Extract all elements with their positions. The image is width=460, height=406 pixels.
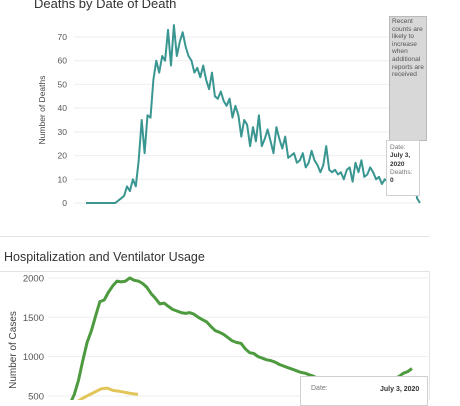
chart2-ytick-label: 500 xyxy=(28,392,44,401)
tooltip2-date-value: July 3, 2020 xyxy=(380,386,420,393)
deaths-tooltip: Date: July 3, 2020 Deaths: 0 xyxy=(386,140,420,196)
chart1-ytick-label: 70 xyxy=(58,32,68,42)
chart1-ytick-label: 10 xyxy=(58,174,68,184)
chart1-ylabel: Number of Deaths xyxy=(37,76,47,145)
chart1-ytick-label: 0 xyxy=(62,198,67,208)
chart1-ytick-label: 40 xyxy=(58,103,68,113)
tooltip-deaths-label: Deaths: xyxy=(390,168,413,176)
section-divider xyxy=(0,236,430,237)
tooltip-date-label: Date: xyxy=(390,144,406,151)
chart2-ylabel: Number of Cases xyxy=(8,311,19,389)
hospital-tooltip: Date: July 3, 2020 xyxy=(300,376,428,406)
chart1-ytick-label: 50 xyxy=(58,79,68,89)
chart2-frame xyxy=(0,271,430,272)
tooltip-date-value: July 3, 2020 xyxy=(390,152,411,168)
ventilator-series-line xyxy=(77,386,139,400)
tooltip-deaths-value: 0 xyxy=(390,177,394,185)
deaths-series-line xyxy=(86,24,421,204)
chart2-ytick-label: 1000 xyxy=(23,352,44,363)
chart2-ytick-label: 2000 xyxy=(23,273,44,284)
chart1-ytick-label: 20 xyxy=(58,151,68,161)
chart1-ytick-label: 60 xyxy=(58,56,68,66)
chart1-title: Deaths by Date of Death xyxy=(34,0,177,11)
chart2-ytick-label: 1500 xyxy=(23,313,44,324)
chart2-title: Hospitalization and Ventilator Usage xyxy=(4,250,205,264)
tooltip2-date-label: Date: xyxy=(311,385,328,392)
chart2-frame-right xyxy=(429,271,430,400)
chart1-ytick-label: 30 xyxy=(58,127,68,137)
recent-counts-note: Recent counts are likely to increase whe… xyxy=(389,16,427,141)
